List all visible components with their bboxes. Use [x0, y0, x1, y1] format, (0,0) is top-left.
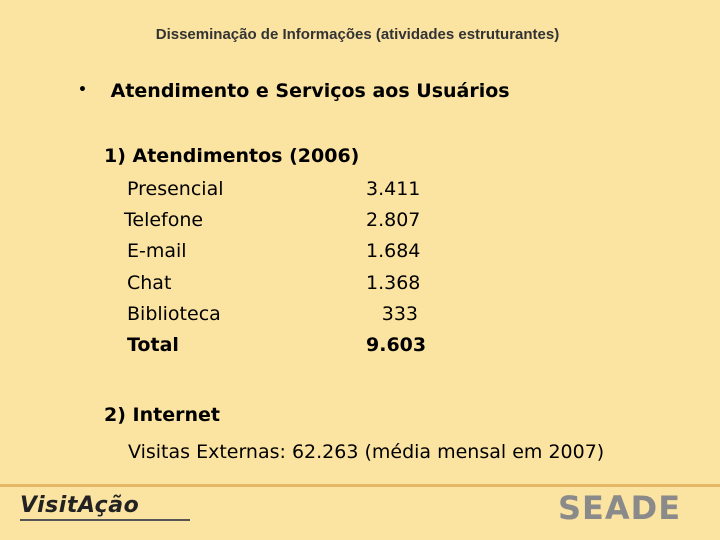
- row-value: 3.411: [366, 178, 421, 200]
- row-value: 1.368: [366, 272, 421, 294]
- seade-logo: SEADE: [558, 489, 682, 527]
- row-value: 2.807: [366, 209, 421, 231]
- bullet-item: • Atendimento e Serviços aos Usuários: [78, 80, 510, 102]
- internet-visits-line: Visitas Externas: 62.263 (média mensal e…: [128, 441, 605, 463]
- row-label: E-mail: [127, 240, 187, 262]
- section1-heading: 1) Atendimentos (2006): [104, 145, 360, 167]
- row-value: 1.684: [366, 240, 421, 262]
- logo-underline: [20, 519, 190, 521]
- bullet-text: Atendimento e Serviços aos Usuários: [110, 80, 510, 102]
- row-label: Biblioteca: [127, 303, 221, 325]
- row-value: 333: [381, 303, 418, 325]
- bullet-icon: •: [78, 82, 87, 98]
- section2-heading: 2) Internet: [104, 404, 220, 426]
- slide-title: Disseminação de Informações (atividades …: [155, 26, 560, 43]
- row-label: Telefone: [124, 209, 204, 231]
- total-value: 9.603: [366, 334, 427, 356]
- row-label: Presencial: [127, 178, 224, 200]
- total-label: Total: [127, 334, 179, 356]
- footer-divider: [0, 484, 720, 487]
- row-label: Chat: [127, 272, 172, 294]
- visitacao-logo: VisitAção: [20, 493, 140, 518]
